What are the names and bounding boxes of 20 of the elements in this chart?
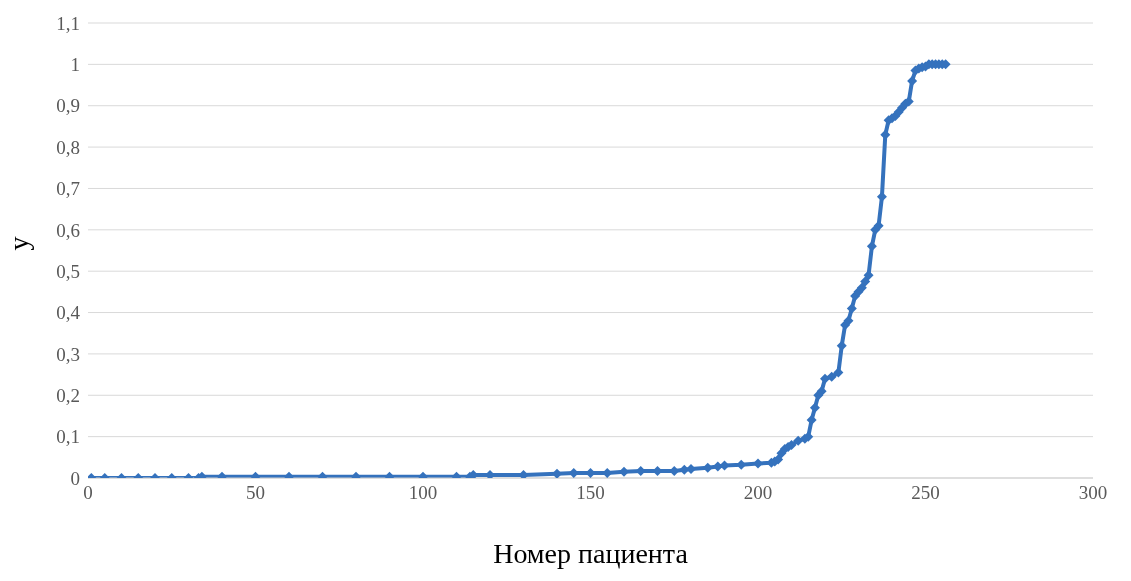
y-tick-label: 0,9 (56, 95, 80, 117)
y-tick-label: 0,4 (56, 302, 81, 324)
x-tick-label: 250 (911, 482, 940, 504)
x-axis-title: Номер пациента (493, 538, 689, 569)
x-tick-label: 200 (743, 482, 773, 504)
x-tick-label: 100 (408, 482, 438, 504)
y-tick-label: 1,1 (56, 12, 80, 34)
y-tick-label: 0,6 (56, 219, 80, 241)
x-tick-label: 150 (576, 482, 605, 504)
x-tick-label: 300 (1078, 482, 1108, 504)
x-tick-label: 50 (246, 482, 265, 504)
y-tick-label: 1 (70, 54, 80, 76)
y-tick-label: 0 (70, 467, 80, 489)
y-axis-title: y (2, 236, 34, 251)
y-tick-label: 0,8 (56, 136, 80, 158)
y-tick-label: 0,1 (56, 426, 80, 448)
y-tick-label: 0,7 (56, 178, 80, 200)
y-tick-label: 0,5 (56, 260, 80, 282)
y-tick-label: 0,2 (56, 385, 80, 407)
y-tick-label: 0,3 (56, 343, 80, 365)
